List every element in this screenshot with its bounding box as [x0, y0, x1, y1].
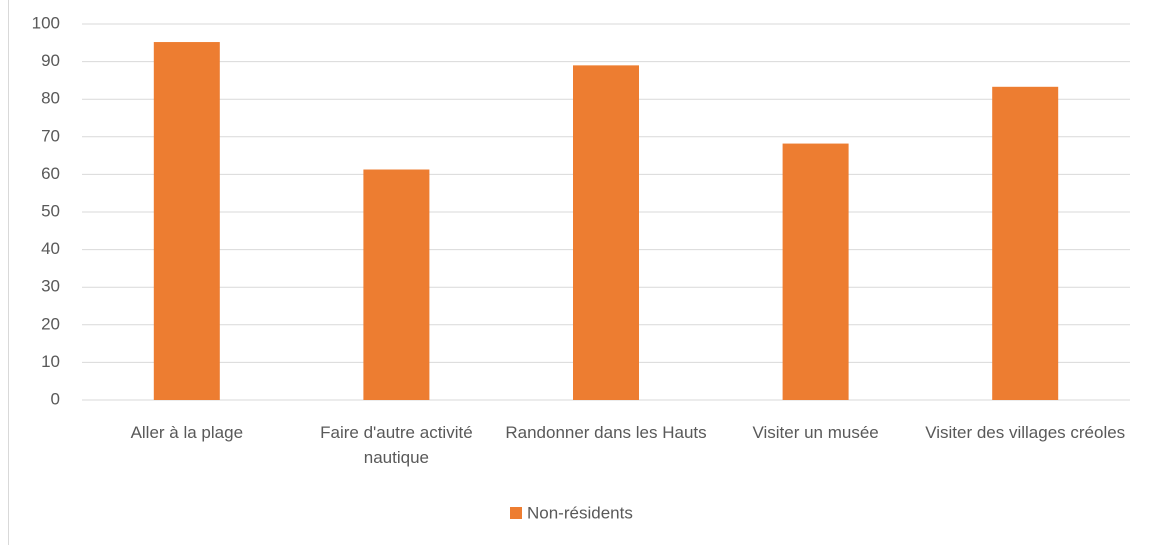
y-tick-label: 10: [41, 352, 60, 371]
chart-border: [8, 0, 9, 545]
y-tick-label: 50: [41, 201, 60, 220]
bar: [363, 169, 430, 400]
bar: [992, 86, 1059, 401]
x-tick-label: Aller à la plage: [130, 423, 244, 442]
bar: [573, 65, 639, 401]
bar: [153, 42, 220, 400]
y-tick-label: 100: [32, 13, 60, 32]
legend-label: Non-résidents: [527, 503, 633, 522]
x-tick-label: Faire d'autre activité nautique: [320, 423, 473, 467]
legend-swatch: [510, 507, 522, 519]
x-tick-label: Visiter un musée: [752, 423, 879, 442]
y-tick-label: 0: [51, 389, 60, 408]
bar: [782, 143, 849, 400]
y-tick-label: 80: [41, 89, 60, 108]
x-tick-label: Randonner dans les Hauts: [505, 423, 707, 442]
y-tick-label: 60: [41, 164, 60, 183]
y-tick-label: 70: [41, 126, 60, 145]
y-tick-label: 30: [41, 277, 60, 296]
x-tick-label: Visiter des villages créoles: [925, 423, 1126, 442]
y-tick-label: 90: [41, 51, 60, 70]
y-tick-label: 20: [41, 314, 60, 333]
y-tick-label: 40: [41, 239, 60, 258]
